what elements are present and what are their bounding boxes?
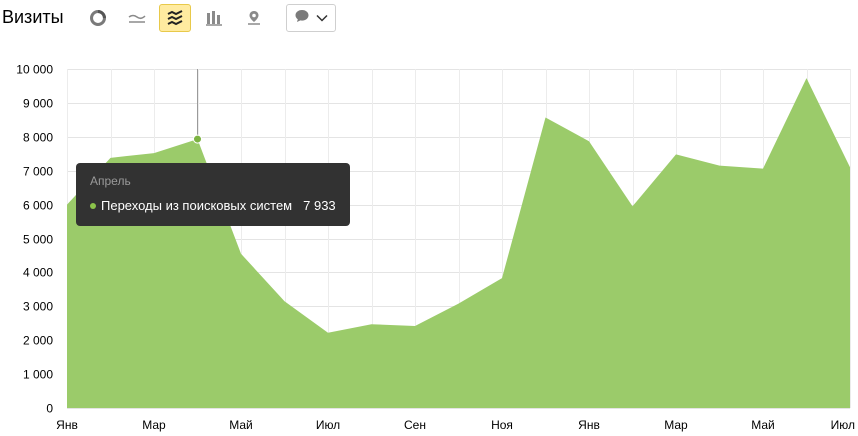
y-tick-label: 0 xyxy=(46,402,53,416)
chart-tooltip: Апрель Переходы из поисковых систем 7 93… xyxy=(76,163,350,226)
tooltip-value: 7 933 xyxy=(303,198,336,213)
y-tick-label: 7 000 xyxy=(23,165,53,179)
y-tick-label: 4 000 xyxy=(23,266,53,280)
map-button[interactable] xyxy=(238,4,270,32)
y-tick-label: 9 000 xyxy=(23,97,53,111)
pie-chart-icon xyxy=(90,10,106,26)
x-tick-label: Сен xyxy=(404,418,426,432)
y-tick-label: 5 000 xyxy=(23,233,53,247)
pie-chart-button[interactable] xyxy=(82,4,114,32)
annotations-dropdown[interactable] xyxy=(286,4,336,32)
chart-toolbar: Визиты xyxy=(0,0,858,36)
y-tick-label: 1 000 xyxy=(23,368,53,382)
line-chart-icon xyxy=(128,11,146,25)
map-pin-icon xyxy=(246,10,262,26)
y-tick-label: 8 000 xyxy=(23,131,53,145)
x-tick-label: Май xyxy=(751,418,775,432)
chart-hover-marker xyxy=(193,69,202,144)
x-tick-label: Июл xyxy=(831,418,855,432)
chart-title: Визиты xyxy=(2,7,64,27)
x-tick-label: Мар xyxy=(142,418,166,432)
x-tick-label: Янв xyxy=(578,418,600,432)
stacked-area-icon xyxy=(167,10,183,26)
line-chart-button[interactable] xyxy=(121,4,153,32)
tooltip-row: Переходы из поисковых систем 7 933 xyxy=(90,198,336,213)
bar-chart-icon xyxy=(206,10,222,26)
y-tick-label: 10 000 xyxy=(16,63,53,77)
chart-area-series xyxy=(67,78,850,408)
comment-icon xyxy=(294,8,310,29)
hover-point xyxy=(193,134,202,144)
stacked-area-button[interactable] xyxy=(159,4,191,32)
y-tick-label: 2 000 xyxy=(23,334,53,348)
x-tick-label: Ноя xyxy=(491,418,513,432)
area-series-fill xyxy=(67,78,850,408)
chevron-down-icon xyxy=(316,9,328,27)
x-tick-label: Мар xyxy=(664,418,688,432)
bar-chart-button[interactable] xyxy=(198,4,230,32)
x-tick-label: Янв xyxy=(56,418,78,432)
series-color-dot xyxy=(90,202,96,209)
chart-axes: 0 1 000 2 000 3 000 4 000 5 000 6 000 7 000 8 00… xyxy=(16,63,855,433)
y-tick-label: 6 000 xyxy=(23,199,53,213)
tooltip-title: Апрель xyxy=(90,174,131,188)
x-tick-label: Июл xyxy=(316,418,340,432)
y-tick-label: 3 000 xyxy=(23,300,53,314)
x-tick-label: Май xyxy=(229,418,253,432)
tooltip-series-label: Переходы из поисковых систем xyxy=(101,198,293,213)
